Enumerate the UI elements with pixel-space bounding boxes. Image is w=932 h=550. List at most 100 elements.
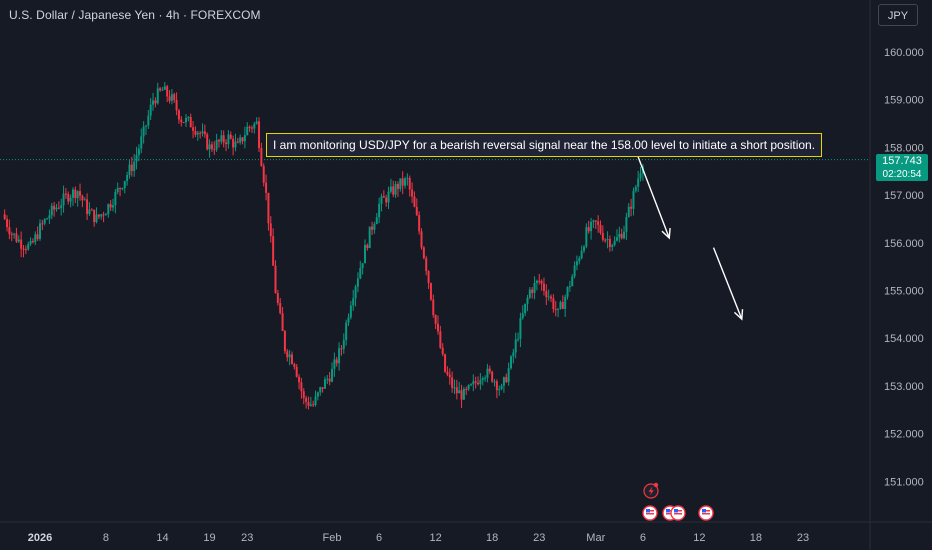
candle-body (413, 196, 416, 207)
candle-body (524, 303, 527, 314)
candle-body (399, 178, 402, 189)
x-tick-label: 23 (797, 532, 809, 544)
candle-body (637, 178, 640, 187)
candle-body (48, 215, 51, 219)
candle-body (627, 206, 630, 217)
candle-body (170, 94, 173, 101)
candle-body (41, 223, 44, 225)
candle-body (517, 338, 520, 340)
candle-body (15, 233, 18, 242)
candle-body (57, 207, 60, 209)
candle-body (444, 354, 447, 372)
candle-body (632, 190, 635, 209)
candle-body (411, 189, 414, 197)
y-tick-label: 153.000 (884, 381, 924, 393)
x-tick-label: 19 (203, 532, 215, 544)
candle-body (526, 297, 529, 304)
candle-body (17, 239, 20, 242)
candle-body (6, 219, 9, 228)
candle-body (392, 186, 395, 195)
candle-body (225, 142, 228, 145)
candle-body (187, 117, 190, 119)
candle-body (514, 339, 517, 353)
candle-body (331, 368, 334, 382)
candle-body (130, 164, 133, 171)
candle-body (519, 318, 522, 339)
candle-body (309, 404, 312, 406)
candle-body (575, 261, 578, 266)
candle-body (573, 265, 576, 277)
candle-body (46, 218, 49, 220)
candle-body (345, 322, 348, 341)
candle-body (159, 88, 162, 91)
flag-stripe (666, 513, 674, 515)
candle-body (154, 100, 157, 104)
candle-body (404, 178, 407, 186)
x-tick-label: Feb (323, 532, 342, 544)
candle-body (446, 371, 449, 375)
candle-body (418, 215, 421, 232)
projection-arrow-head (733, 309, 744, 321)
candle-body (323, 379, 326, 389)
candle-body (333, 359, 336, 369)
candle-body (359, 268, 362, 279)
candle-body (342, 340, 345, 349)
currency-button[interactable]: JPY (878, 4, 918, 26)
candle-body (316, 392, 319, 397)
candle-body (535, 280, 538, 283)
candle-body (161, 89, 164, 91)
candle-body (166, 86, 169, 97)
x-tick-label: 14 (156, 532, 168, 544)
candle-body (64, 193, 67, 195)
candle-body (639, 173, 642, 179)
candle-body (434, 314, 437, 324)
candle-body (100, 214, 103, 217)
candle-body (20, 239, 23, 249)
candle-body (321, 387, 324, 389)
candle-body (335, 359, 338, 364)
candle-body (116, 188, 119, 192)
y-tick-label: 159.000 (884, 95, 924, 107)
candle-body (495, 381, 498, 391)
candle-body (540, 280, 543, 284)
candle-body (608, 239, 611, 247)
candle-body (427, 271, 430, 284)
candle-body (69, 197, 72, 202)
candle-body (182, 122, 185, 124)
candle-body (375, 217, 378, 225)
candle-body (112, 205, 115, 208)
candle-body (208, 144, 211, 150)
symbol-title[interactable]: U.S. Dollar / Japanese Yen · 4h · FOREXC… (9, 8, 261, 22)
candle-body (352, 298, 355, 306)
candle-body (265, 182, 268, 193)
candle-body (436, 323, 439, 332)
candle-body (255, 121, 258, 124)
candle-body (189, 117, 192, 128)
candle-body (453, 387, 456, 389)
candle-body (587, 227, 590, 232)
candle-body (585, 227, 588, 247)
candle-body (568, 286, 571, 288)
candle-body (491, 371, 494, 382)
candle-body (580, 250, 583, 259)
candle-body (286, 351, 289, 358)
candle-body (88, 209, 91, 215)
candle-body (481, 378, 484, 381)
candle-body (538, 280, 541, 282)
candle-body (349, 305, 352, 318)
candle-body (488, 368, 491, 372)
annotation-text-box[interactable]: I am monitoring USD/JPY for a bearish re… (266, 133, 823, 157)
y-tick-label: 158.000 (884, 142, 924, 154)
candle-body (227, 134, 230, 145)
candle-body (31, 241, 34, 243)
candle-body (10, 234, 13, 236)
candle-body (248, 126, 251, 128)
candle-body (559, 302, 562, 309)
last-price-tag: 157.743 02:20:54 (876, 154, 928, 181)
candle-body (93, 209, 96, 223)
candle-body (283, 331, 286, 352)
candle-body (74, 189, 77, 199)
candle-body (425, 258, 428, 272)
candle-body (27, 244, 30, 250)
